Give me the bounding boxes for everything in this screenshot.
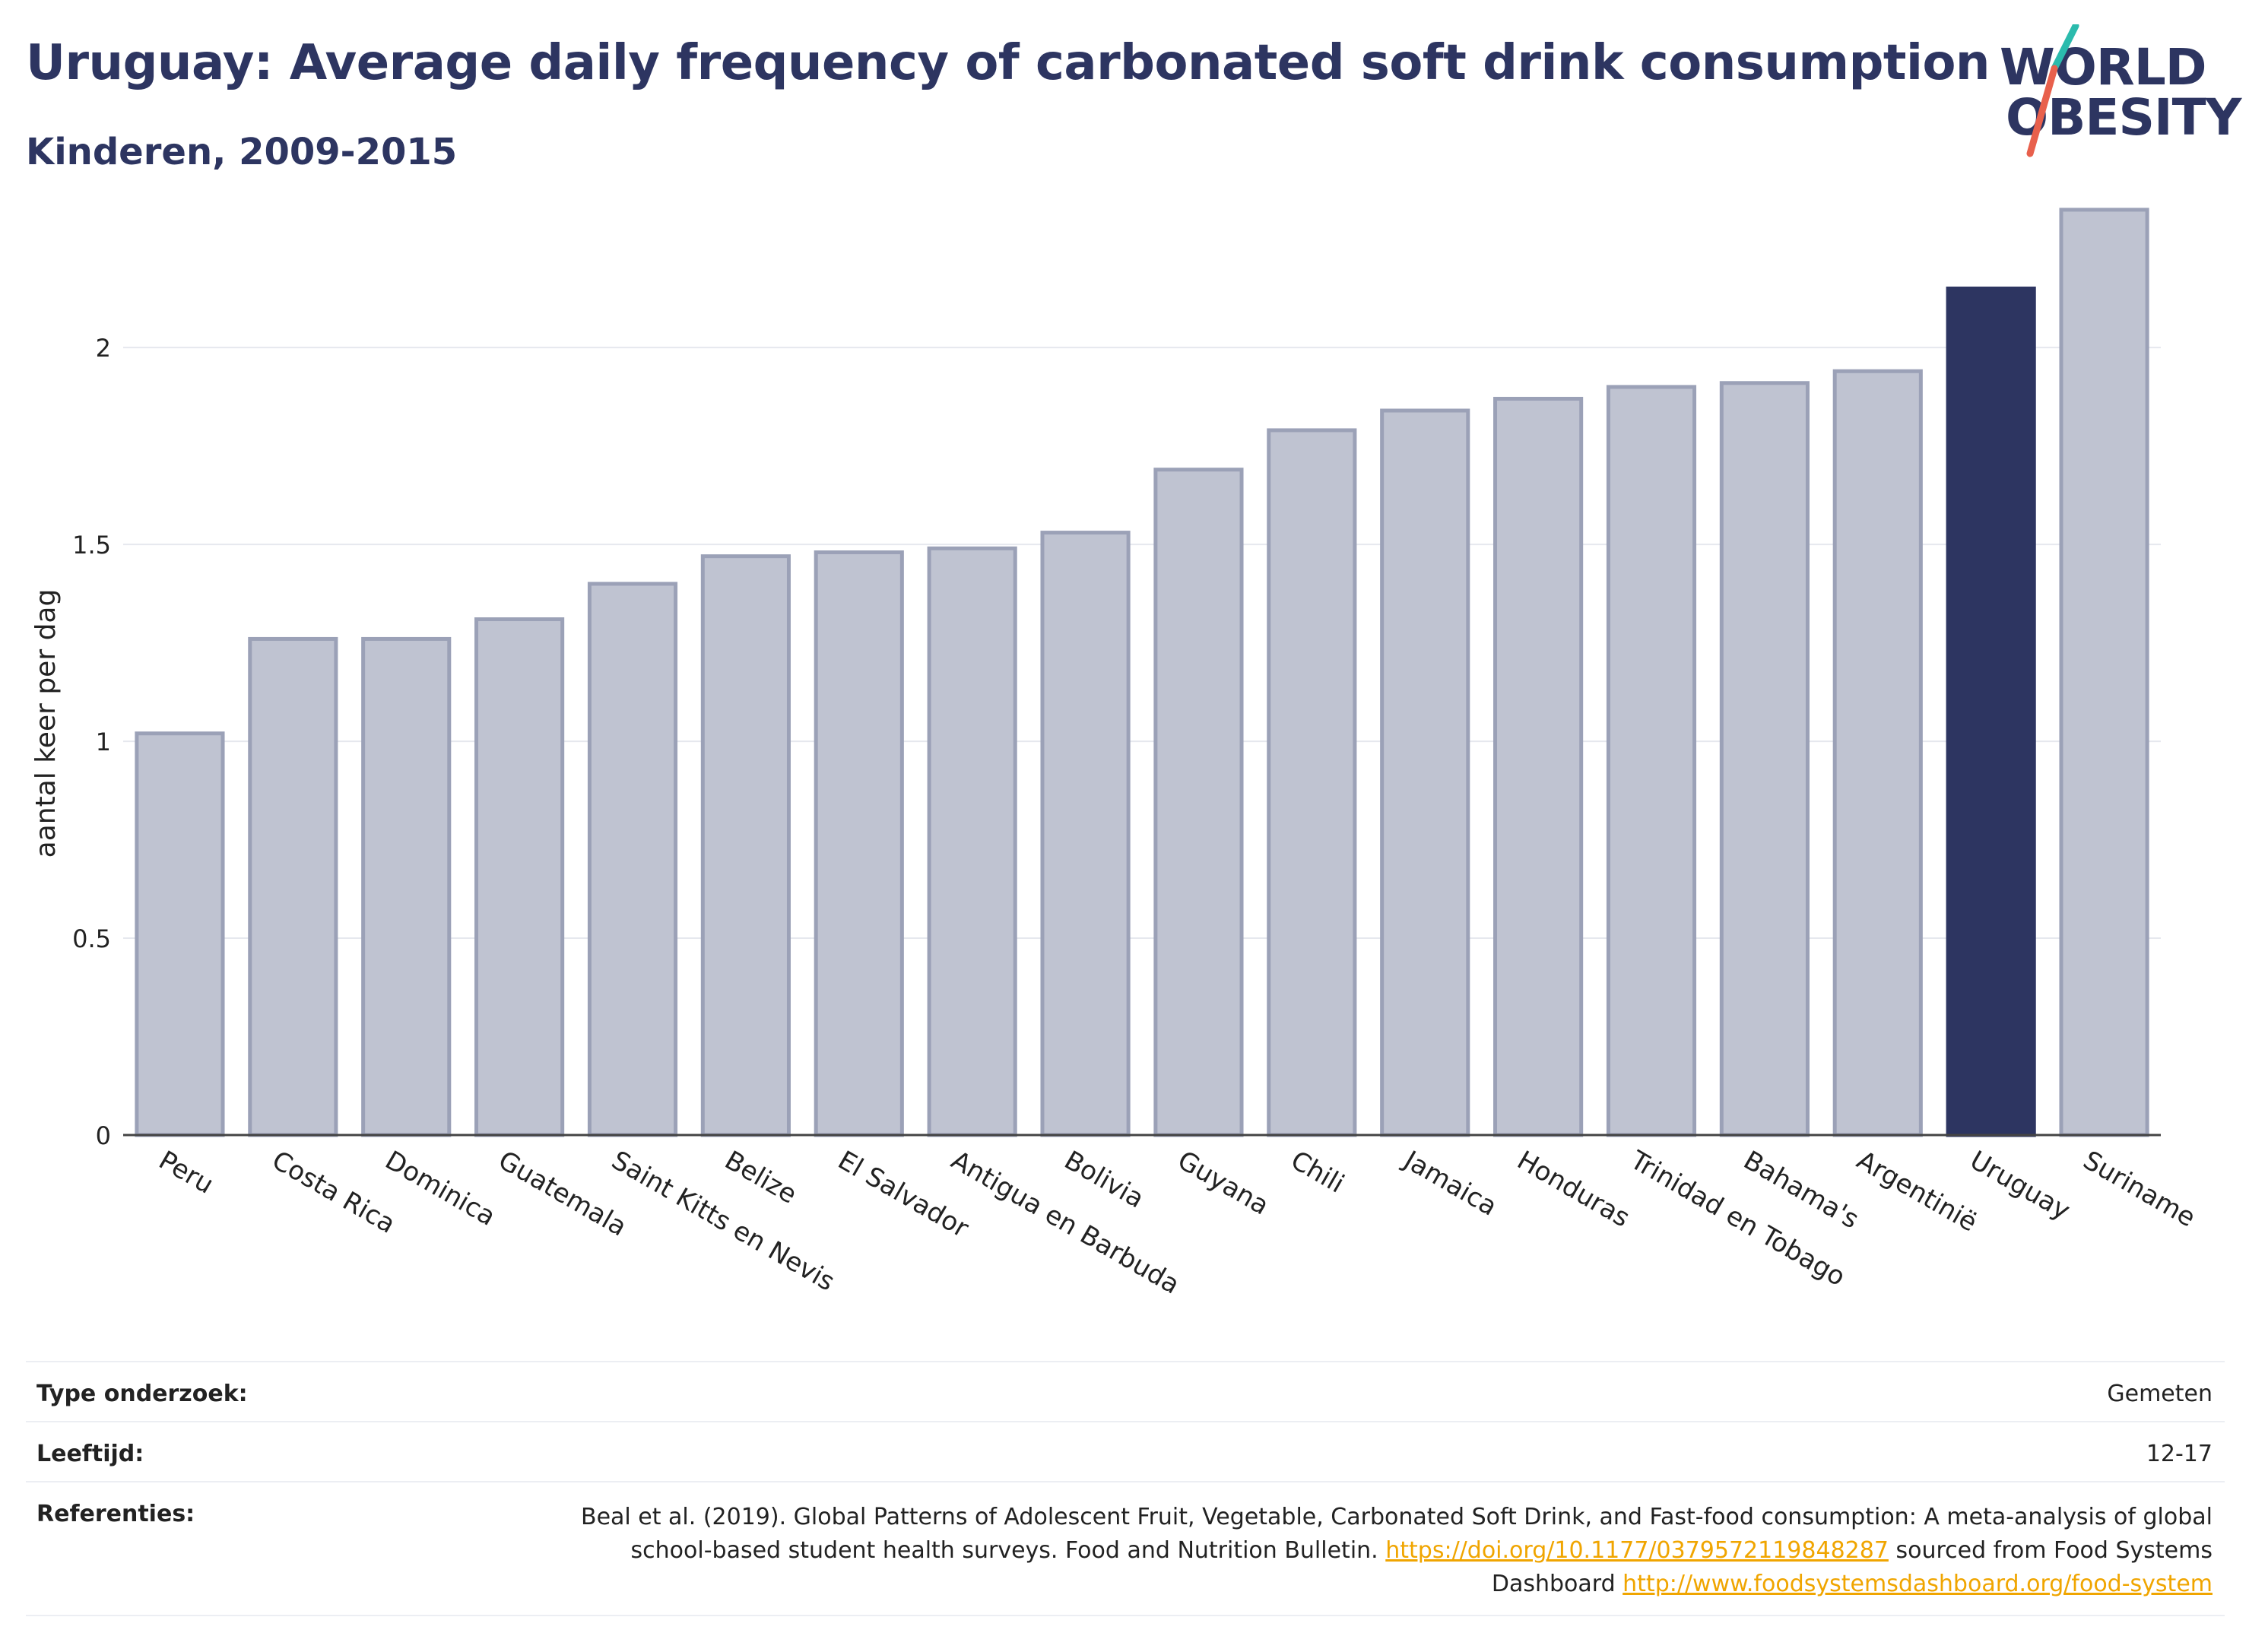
world-obesity-logo: WORLD OBESITY (1992, 24, 2241, 161)
bar-bahama-s (1719, 381, 1810, 1137)
bar-trinidad-en-tobago (1606, 385, 1697, 1137)
bar-guyana (1153, 468, 1244, 1137)
bar-bolivia (1040, 531, 1131, 1137)
y-tick-label: 2 (96, 334, 111, 363)
info-row-references: Referenties: Beal et al. (2019). Global … (26, 1481, 2225, 1616)
bar-guatemala (474, 617, 565, 1137)
x-tick-label: Honduras (1512, 1145, 1635, 1233)
bar-argentini- (1832, 369, 1923, 1137)
y-tick-label: 0.5 (72, 924, 111, 953)
x-tick-label: Peru (154, 1145, 219, 1200)
x-tick-label: Chili (1286, 1145, 1350, 1199)
bar-chili (1267, 428, 1357, 1137)
bar-uruguay (1946, 286, 2036, 1137)
ref-text-2: sourced from Food Systems Dashboard (1491, 1537, 2213, 1597)
x-tick-label: Jamaica (1397, 1144, 1502, 1222)
bars (135, 208, 2149, 1137)
y-tick-label: 1 (96, 728, 111, 756)
bar-dominica (361, 636, 452, 1137)
x-tick-label: Argentinië (1851, 1145, 1982, 1238)
bar-chart: 0 0.5 1 1.5 2 Peru Costa RicaDominicaGuatemal… (30, 208, 2200, 1300)
bar-honduras (1493, 396, 1584, 1137)
x-tick-label: Trinidad en Tobago (1625, 1145, 1851, 1293)
bar-antigua-en-barbuda (927, 546, 1017, 1137)
age-value: 12-17 (2146, 1441, 2213, 1467)
bar-peru (135, 731, 225, 1137)
bar-belize (700, 554, 791, 1137)
bar-jamaica (1380, 408, 1470, 1137)
y-tick-label: 1.5 (72, 531, 111, 560)
x-tick-label: Uruguay (1965, 1145, 2075, 1226)
chart-subtitle: Kinderen, 2009-2015 (26, 131, 458, 173)
y-tick-label: 0 (96, 1121, 111, 1150)
x-tick-label: Dominica (380, 1145, 501, 1232)
grid-lines (123, 347, 2161, 940)
ref-text-1: Beal et al. (2019). Global Patterns of A… (580, 1504, 2213, 1564)
bar-suriname (2059, 208, 2149, 1137)
bar-saint-kitts-en-nevis (587, 582, 678, 1137)
info-row-survey-type: Type onderzoek: Gemeten (26, 1361, 2225, 1421)
info-row-age: Leeftijd: 12-17 (26, 1421, 2225, 1481)
x-tick-label: Bolivia (1059, 1145, 1149, 1214)
references-label: Referenties: (36, 1501, 195, 1527)
x-tick-label: Suriname (2078, 1145, 2200, 1233)
age-label: Leeftijd: (36, 1441, 144, 1467)
food-systems-link[interactable]: http://www.foodsystemsdashboard.org/food… (1623, 1571, 2213, 1597)
x-tick-label: Guatemala (493, 1145, 632, 1242)
x-tick-label: Belize (719, 1145, 801, 1210)
y-axis-ticks: 0 0.5 1 1.5 2 (72, 334, 111, 1150)
x-tick-label: Costa Rica (267, 1145, 401, 1240)
bar-costa-rica (248, 636, 338, 1137)
bar-el-salvador (814, 550, 904, 1137)
logo-line-1: WORLD (2000, 38, 2207, 97)
y-axis-label: aantal keer per dag (30, 589, 62, 858)
survey-type-value: Gemeten (2107, 1381, 2213, 1407)
logo-slash-icon (2026, 24, 2079, 157)
x-tick-label: Guyana (1172, 1145, 1274, 1221)
chart-title: Uruguay: Average daily frequency of carb… (26, 35, 1990, 91)
survey-type-label: Type onderzoek: (36, 1381, 248, 1407)
doi-link[interactable]: https://doi.org/10.1177/0379572119848287 (1385, 1537, 1889, 1564)
references-text: Beal et al. (2019). Global Patterns of A… (570, 1501, 2213, 1601)
info-table: Type onderzoek: Gemeten Leeftijd: 12-17 … (26, 1361, 2225, 1616)
